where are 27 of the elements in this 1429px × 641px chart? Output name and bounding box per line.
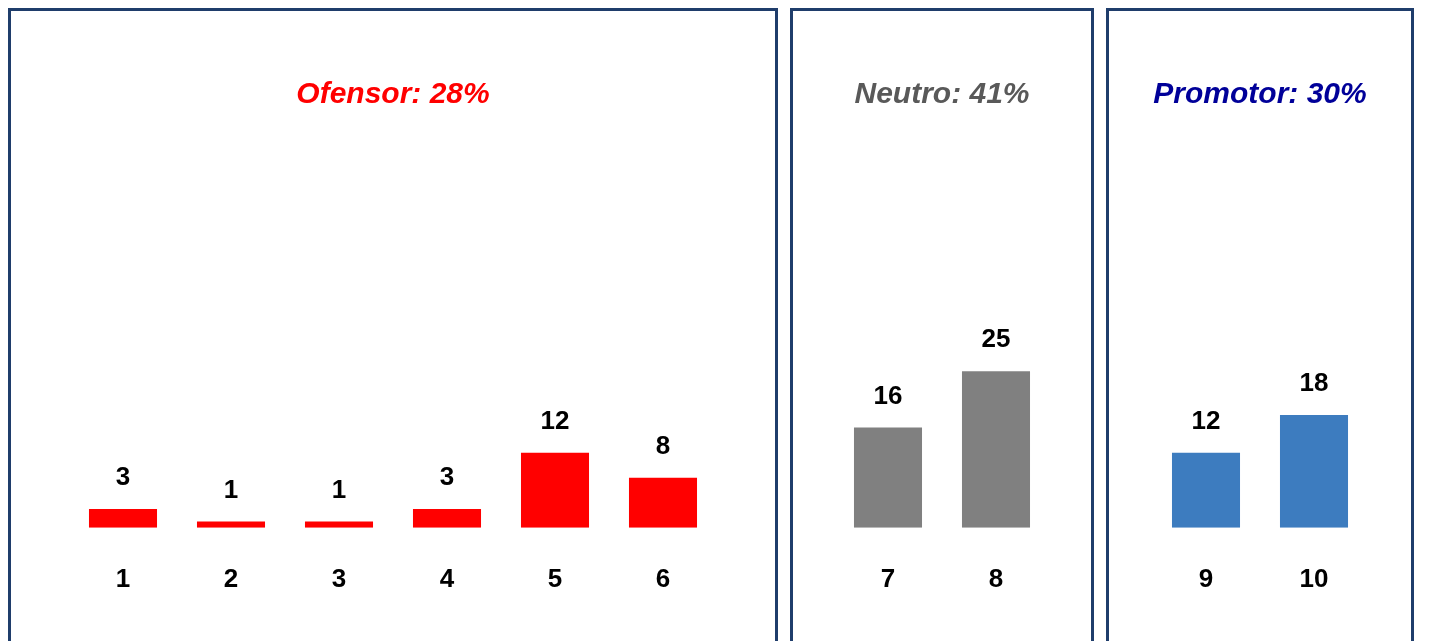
data-label: 1 <box>331 473 347 504</box>
x-tick-label: 3 <box>331 562 347 593</box>
x-tick-label: 10 <box>1299 562 1329 593</box>
data-label: 25 <box>981 323 1011 354</box>
x-tick-label: 5 <box>547 562 563 593</box>
chart-title: Ofensor: 28% <box>296 76 490 110</box>
x-tick-label: 2 <box>223 562 239 593</box>
chart-title: Neutro: 41% <box>854 76 1030 110</box>
bar <box>412 509 482 528</box>
x-tick-label: 4 <box>439 562 455 593</box>
data-label: 3 <box>439 461 455 492</box>
x-tick-label: 6 <box>655 562 671 593</box>
data-label: 12 <box>540 404 570 435</box>
data-label: 18 <box>1299 367 1329 398</box>
x-tick-label: 1 <box>115 562 131 593</box>
data-label: 16 <box>873 379 903 410</box>
bar <box>628 477 698 528</box>
data-label: 8 <box>655 429 671 460</box>
bar <box>520 452 590 528</box>
data-label: 12 <box>1191 404 1221 435</box>
x-tick-label: 8 <box>988 562 1004 593</box>
bar <box>88 509 158 528</box>
x-tick-label: 7 <box>880 562 896 593</box>
data-label: 1 <box>223 473 239 504</box>
data-label: 3 <box>115 461 131 492</box>
chart-title: Promotor: 30% <box>1153 76 1367 110</box>
x-tick-label: 9 <box>1198 562 1214 593</box>
